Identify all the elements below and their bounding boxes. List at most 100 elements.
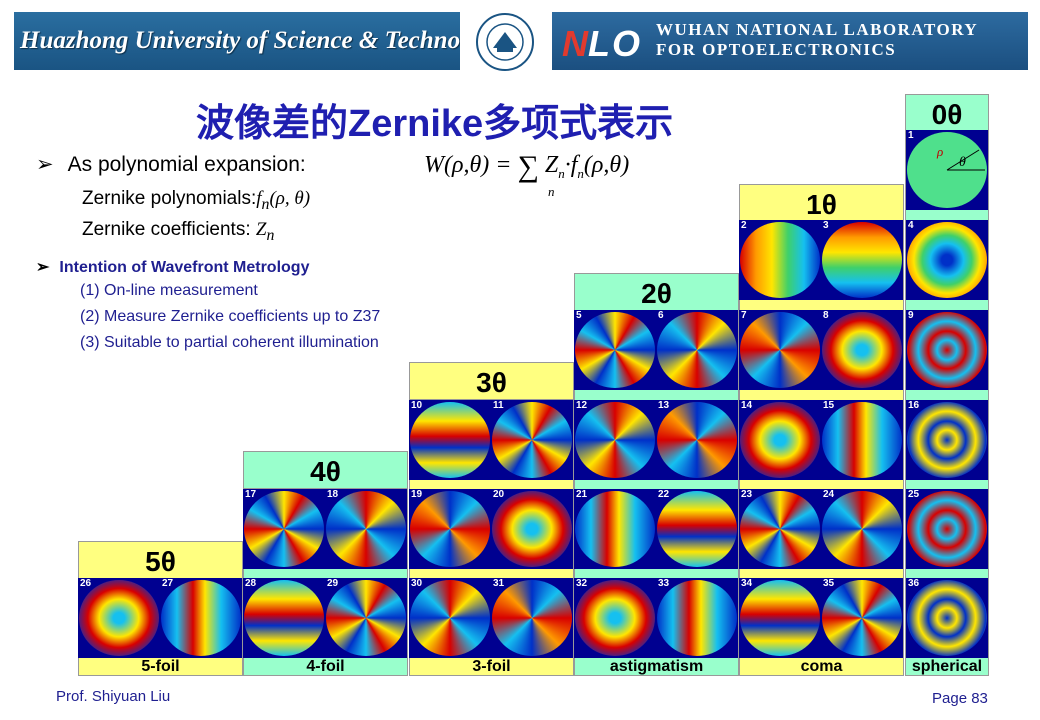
zernike-pattern xyxy=(907,491,987,567)
university-banner: Huazhong University of Science & Technol… xyxy=(14,12,460,70)
lab-banner: N L O WUHAN NATIONAL LABORATORY FOR OPTO… xyxy=(552,12,1028,70)
zernike-index: 13 xyxy=(658,400,670,411)
zernike-index: 16 xyxy=(908,400,920,411)
math-args: (ρ, θ) xyxy=(269,188,311,209)
zernike-cell-26: 26 xyxy=(78,578,160,658)
zernike-pattern xyxy=(740,402,820,478)
zernike-pattern xyxy=(492,491,572,567)
zernike-cell-15: 15 xyxy=(821,400,903,480)
footer-label: 3-foil xyxy=(409,656,574,676)
zernike-index: 22 xyxy=(658,489,670,500)
zernike-cell-18: 18 xyxy=(325,489,407,569)
lab-logo-icon: N L O xyxy=(562,23,640,64)
zernike-cell-9: 9 xyxy=(906,310,988,390)
zernike-pattern xyxy=(575,312,655,388)
zernike-pattern xyxy=(907,402,987,478)
zernike-index: 4 xyxy=(908,220,914,231)
zernike-cell-4: 4 xyxy=(906,220,988,300)
zernike-index: 26 xyxy=(80,578,92,589)
order-header-4: 1θ xyxy=(739,184,904,222)
zernike-pattern xyxy=(326,580,406,656)
zernike-index: 23 xyxy=(741,489,753,500)
zernike-pattern xyxy=(740,312,820,388)
formula-z-sub: n xyxy=(558,166,565,181)
sub-bullet-polynomials: Zernike polynomials:fn(ρ, θ) xyxy=(82,188,310,214)
zernike-pattern xyxy=(740,491,820,567)
svg-text:O: O xyxy=(612,23,640,64)
zernike-index: 25 xyxy=(908,489,920,500)
list-item: (3) Suitable to partial coherent illumin… xyxy=(80,334,379,351)
sum-symbol: ∑ xyxy=(517,150,539,183)
zernike-index: 12 xyxy=(576,400,588,411)
footer-label: astigmatism xyxy=(574,656,739,676)
zernike-pattern xyxy=(492,402,572,478)
footer-label: coma xyxy=(739,656,904,676)
zernike-cell-31: 31 xyxy=(491,578,573,658)
zernike-index: 19 xyxy=(411,489,423,500)
svg-text:ρ: ρ xyxy=(936,144,943,159)
zernike-pattern xyxy=(244,491,324,567)
zernike-pattern xyxy=(822,580,902,656)
zernike-index: 14 xyxy=(741,400,753,411)
zernike-index: 31 xyxy=(493,578,505,589)
footer-label: 4-foil xyxy=(243,656,408,676)
zernike-index: 5 xyxy=(576,310,582,321)
zernike-pattern xyxy=(822,402,902,478)
sub-bullet-coefficients: Zernike coefficients: Zn xyxy=(82,219,274,245)
bullet-text: Intention of Wavefront Metrology xyxy=(59,259,310,276)
footer-label: spherical xyxy=(905,656,989,676)
math-n: n xyxy=(261,195,270,213)
zernike-cell-11: 11 xyxy=(491,400,573,480)
zernike-pattern xyxy=(161,580,241,656)
zernike-pattern xyxy=(575,402,655,478)
lab-name-line2: FOR OPTOELECTRONICS xyxy=(656,40,897,59)
svg-text:N: N xyxy=(562,23,589,64)
zernike-cell-29: 29 xyxy=(325,578,407,658)
zernike-cell-16: 16 xyxy=(906,400,988,480)
list-item: (1) On-line measurement xyxy=(80,282,258,299)
zernike-cell-25: 25 xyxy=(906,489,988,569)
page-number: Page 83 xyxy=(932,690,988,707)
zernike-pattern xyxy=(822,312,902,388)
zernike-index: 15 xyxy=(823,400,835,411)
zernike-index: 20 xyxy=(493,489,505,500)
zernike-cell-5: 5 xyxy=(574,310,656,390)
zernike-cell-23: 23 xyxy=(739,489,821,569)
zernike-pattern xyxy=(907,222,987,298)
zernike-cell-20: 20 xyxy=(491,489,573,569)
zernike-index: 6 xyxy=(658,310,664,321)
zernike-index: 2 xyxy=(741,220,747,231)
zernike-pattern xyxy=(657,312,737,388)
lab-name-line1: WUHAN NATIONAL LABORATORY xyxy=(656,20,979,39)
zernike-cell-13: 13 xyxy=(656,400,738,480)
zernike-index: 9 xyxy=(908,310,914,321)
zernike-cell-33: 33 xyxy=(656,578,738,658)
zernike-index: 29 xyxy=(327,578,339,589)
formula-lhs: W(ρ,θ) = xyxy=(424,152,512,178)
zernike-index: 33 xyxy=(658,578,670,589)
zernike-pattern xyxy=(575,491,655,567)
author: Prof. Shiyuan Liu xyxy=(56,688,171,705)
bullet-arrow-icon: ➢ xyxy=(36,153,54,176)
zernike-index: 7 xyxy=(741,310,747,321)
zernike-cell-21: 21 xyxy=(574,489,656,569)
sub-bullet-text: Zernike polynomials: xyxy=(82,188,257,209)
zernike-index: 35 xyxy=(823,578,835,589)
zernike-index: 24 xyxy=(823,489,835,500)
zernike-index: 8 xyxy=(823,310,829,321)
order-header-5: 0θ xyxy=(905,94,989,132)
zernike-index: 30 xyxy=(411,578,423,589)
zernike-cell-10: 10 xyxy=(409,400,491,480)
zernike-cell-3: 3 xyxy=(821,220,903,300)
zernike-pattern xyxy=(575,580,655,656)
zernike-pattern xyxy=(740,580,820,656)
zernike-index: 21 xyxy=(576,489,588,500)
order-header-1: 4θ xyxy=(243,451,408,489)
zernike-index: 1 xyxy=(908,130,914,141)
zernike-pattern xyxy=(740,222,820,298)
formula-z: Z xyxy=(544,152,559,178)
sub-bullet-text: Zernike coefficients: xyxy=(82,219,251,240)
math-f: f xyxy=(256,188,262,209)
order-header-2: 3θ xyxy=(409,362,574,400)
